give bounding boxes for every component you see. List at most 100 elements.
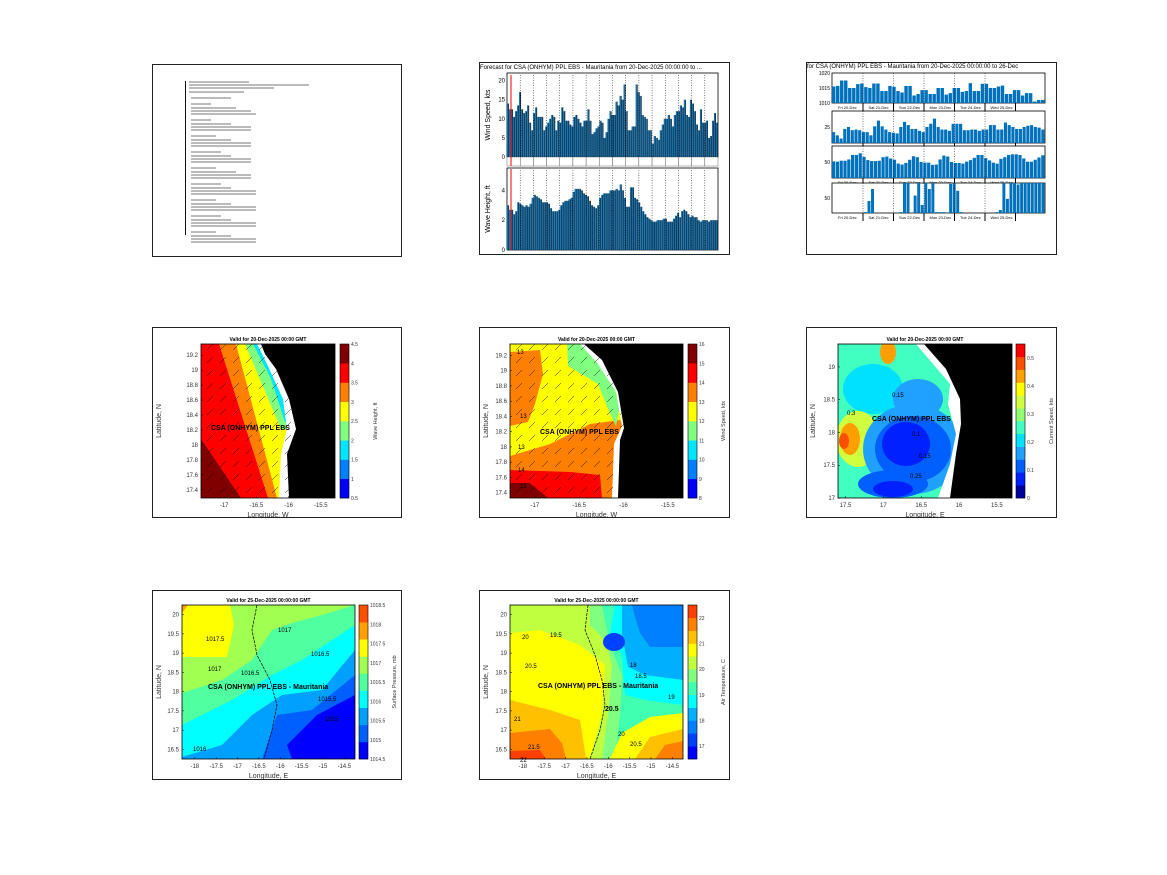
bar <box>959 123 963 143</box>
bar-edge <box>674 218 675 250</box>
bar <box>521 205 523 250</box>
report-text-line <box>191 151 221 154</box>
contour-label: 20 <box>522 635 529 641</box>
vector-arrow <box>219 421 227 429</box>
vector-arrow <box>528 356 536 364</box>
bar-edge <box>586 194 587 250</box>
bar <box>689 217 691 250</box>
vector-arrow <box>541 369 549 377</box>
report-text-line <box>191 186 231 189</box>
vector-arrow <box>619 344 627 351</box>
bar <box>1030 183 1034 213</box>
bar <box>848 88 852 103</box>
y-tick-label: 19.2 <box>186 353 198 359</box>
vector-arrow <box>310 460 318 468</box>
colorbar-segment <box>1016 421 1025 435</box>
bar <box>911 156 916 178</box>
colorbar-tick-label: 1017 <box>370 661 381 667</box>
bar-edge <box>684 209 686 250</box>
y-tick-label: 19 <box>500 651 507 657</box>
coastline <box>251 605 278 759</box>
vector-arrow <box>258 460 266 468</box>
bar-edge <box>656 137 658 157</box>
x-tick-label: -16.5 <box>572 503 586 509</box>
bar-edge <box>643 211 645 250</box>
colorbar-segment <box>688 720 697 734</box>
colorbar-segment <box>1016 382 1025 396</box>
bar-edge <box>604 137 606 157</box>
bar-edge <box>639 202 641 250</box>
bar <box>627 130 629 157</box>
bar-edge <box>530 203 532 250</box>
met-timeseries-chart: for CSA (ONHYM) PPL EBS - Mauritania fro… <box>807 64 1046 221</box>
bar <box>1041 129 1045 143</box>
vector-arrow <box>232 344 240 351</box>
bar-edge <box>704 220 706 250</box>
bar-edge <box>532 130 534 157</box>
vector-arrow <box>645 344 653 351</box>
bar <box>703 220 705 250</box>
y-tick-label: 16.5 <box>167 747 179 753</box>
vector-arrow <box>219 369 227 377</box>
bar-edge <box>644 116 646 157</box>
vector-arrow <box>645 473 653 481</box>
vector-arrow <box>232 473 240 481</box>
bar <box>1000 85 1005 103</box>
colorbar-tick-label: 4.5 <box>351 342 358 348</box>
bar-edge <box>649 218 651 250</box>
bar <box>976 91 981 103</box>
report-margin-line <box>185 81 186 235</box>
bar <box>556 211 558 250</box>
x-tick-label: -17 <box>561 764 570 770</box>
bar-edge <box>600 197 602 250</box>
bar <box>932 118 937 143</box>
bar <box>660 220 662 250</box>
vector-arrow <box>580 369 588 377</box>
contour-label: 20.5 <box>525 664 537 670</box>
vector-arrow <box>258 447 266 455</box>
report-text-line <box>191 237 256 240</box>
report-text-line <box>191 106 236 109</box>
vector-arrow <box>658 344 666 351</box>
bar <box>667 115 669 157</box>
bar <box>677 111 680 157</box>
bar-edge <box>672 221 673 250</box>
y-tick-label: 18 <box>828 430 835 436</box>
bar-edge <box>655 221 657 250</box>
bar <box>605 132 607 157</box>
vector-arrow <box>658 460 666 468</box>
bar <box>605 193 607 250</box>
vector-arrow <box>606 447 614 455</box>
bar-edge <box>569 199 571 250</box>
bar <box>1016 90 1021 103</box>
bar <box>701 122 704 157</box>
bar-edge <box>549 203 551 250</box>
bar <box>934 212 938 213</box>
air-temperature-map-panel: CSA (ONHYM) PPL EBS - Mauritania 20 19.5… <box>479 590 730 780</box>
bar <box>851 154 855 178</box>
vector-arrow <box>232 369 240 377</box>
vector-arrow <box>515 395 523 403</box>
vector-arrow <box>310 447 318 455</box>
bar-edge <box>600 120 602 157</box>
bar-edge <box>606 193 608 250</box>
bar-edge <box>645 214 647 250</box>
bar-edge <box>705 122 706 157</box>
bar <box>527 105 529 157</box>
bar-edge <box>590 200 591 250</box>
colorbar-segment <box>688 478 697 499</box>
bar <box>1025 161 1030 178</box>
bar <box>1029 161 1033 178</box>
vector-arrow <box>515 356 523 364</box>
colorbar-segment <box>688 459 697 480</box>
bar <box>832 86 836 103</box>
bar-edge <box>678 212 680 250</box>
bar <box>938 159 942 178</box>
bar-edge <box>700 221 702 250</box>
colorbar-tick-label: 0 <box>1027 496 1030 502</box>
colorbar-segment <box>688 694 697 708</box>
bar <box>705 120 708 157</box>
bar <box>525 111 527 157</box>
bar <box>537 116 539 157</box>
bar-edge <box>614 190 616 250</box>
